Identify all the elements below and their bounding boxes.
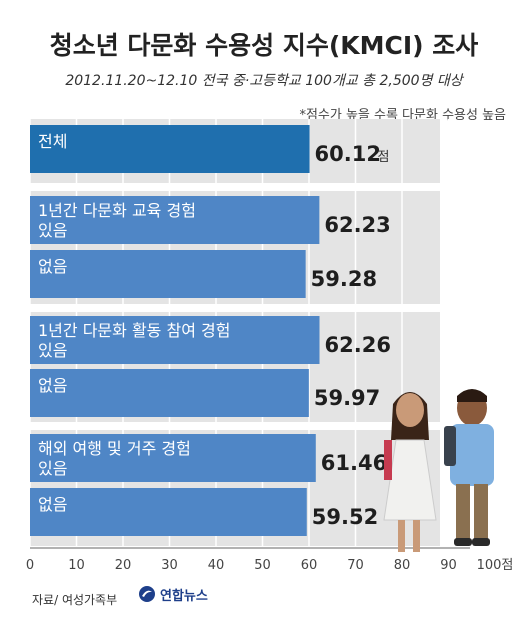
x-tick-100: 100점 — [477, 558, 514, 573]
bar-label-1-1: 없음 — [38, 257, 67, 276]
bar-value-2-1: 59.97 — [314, 386, 380, 410]
yonhap-logo-text: 연합뉴스 — [160, 588, 208, 604]
bar-value-1-1: 59.28 — [311, 267, 377, 291]
bar-label2-1-0: 있음 — [38, 221, 67, 240]
bar-label-1-0: 1년간 다문화 교육 경험 — [38, 201, 196, 220]
bar-2-1 — [30, 369, 309, 417]
x-tick-40: 40 — [208, 558, 225, 573]
bar-label2-3-0: 있음 — [38, 459, 67, 478]
x-tick-30: 30 — [161, 558, 178, 573]
value-unit: 점 — [378, 150, 390, 165]
yonhap-logo-icon — [139, 586, 155, 602]
bar-label2-2-0: 있음 — [38, 341, 67, 360]
chart-subtitle: 2012.11.20~12.10 전국 중·고등학교 100개교 총 2,500… — [65, 73, 463, 89]
bar-3-0 — [30, 434, 316, 482]
x-tick-10: 10 — [68, 558, 85, 573]
source-text: 자료/ 여성가족부 — [32, 593, 118, 607]
x-tick-60: 60 — [301, 558, 318, 573]
bar-value-0-0: 60.12 — [315, 142, 381, 166]
bar-label-3-1: 없음 — [38, 495, 67, 514]
x-tick-0: 0 — [26, 558, 34, 573]
bar-value-3-1: 59.52 — [312, 505, 378, 529]
chart-title: 청소년 다문화 수용성 지수(KMCI) 조사 — [49, 31, 479, 60]
x-tick-80: 80 — [394, 558, 411, 573]
bar-label-2-0: 1년간 다문화 활동 참여 경험 — [38, 321, 230, 340]
bar-1-0 — [30, 196, 320, 244]
bar-label-2-1: 없음 — [38, 376, 67, 395]
x-tick-50: 50 — [254, 558, 271, 573]
bar-label-3-0: 해외 여행 및 거주 경험 — [38, 439, 191, 458]
bar-3-1 — [30, 488, 307, 536]
bar-0-0 — [30, 125, 310, 173]
x-tick-20: 20 — [115, 558, 132, 573]
x-tick-90: 90 — [440, 558, 457, 573]
children-illustration-icon — [383, 389, 494, 552]
bar-value-1-0: 62.23 — [324, 213, 390, 237]
bar-2-0 — [30, 316, 320, 364]
bar-value-2-0: 62.26 — [325, 333, 391, 357]
yonhap-logo: 연합뉴스 — [138, 583, 208, 605]
bar-1-1 — [30, 250, 306, 298]
bar-label-0-0: 전체 — [38, 132, 67, 151]
bar-value-3-0: 61.46 — [321, 451, 387, 475]
x-tick-70: 70 — [347, 558, 364, 573]
